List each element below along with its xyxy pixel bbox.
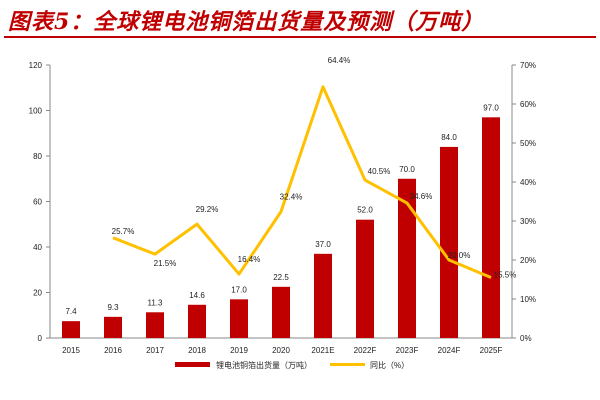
line-label: 15.5% [494,271,517,280]
x-tick-label: 2018 [188,346,206,355]
x-tick-label: 2019 [230,346,248,355]
left-tick-label: 0 [38,334,43,343]
line-label: 40.5% [368,167,391,176]
right-tick-label: 70% [520,61,536,70]
bar [314,253,332,338]
bar-label: 9.3 [107,303,119,312]
bar-label: 97.0 [483,103,499,112]
left-tick-label: 60 [33,198,42,207]
x-tick-label: 2016 [104,346,122,355]
bar [230,299,248,338]
right-tick-label: 30% [520,217,536,226]
right-tick-label: 50% [520,139,536,148]
bar [356,219,374,338]
bar-label: 37.0 [315,240,331,249]
line-label: 25.7% [112,227,135,236]
line-label: 21.5% [154,259,177,268]
line-label: 64.4% [328,56,351,65]
bar-label: 17.0 [231,285,247,294]
left-tick-label: 40 [33,243,42,252]
line-label: 16.4% [238,255,261,264]
bar-label: 11.3 [148,298,164,307]
line-label: 20.0% [448,251,471,260]
left-tick-label: 100 [29,107,43,116]
bar [482,117,500,338]
right-tick-label: 10% [520,295,536,304]
x-tick-label: 2015 [62,346,80,355]
title-underline [4,36,596,38]
line-label: 34.6% [410,192,433,201]
x-tick-label: 2022F [354,346,377,355]
right-tick-label: 20% [520,256,536,265]
bar-label: 70.0 [399,165,415,174]
right-tick-label: 40% [520,178,536,187]
x-tick-label: 2023F [396,346,419,355]
x-tick-label: 2024F [438,346,461,355]
x-tick-label: 2021E [311,346,334,355]
bar-label: 7.4 [65,307,77,316]
legend-bar-label: 锂电池铜箔出货量（万吨） [216,360,312,370]
legend-line-label: 同比（%） [370,360,409,370]
growth-line [112,85,492,279]
right-tick-label: 0% [520,334,532,343]
bar [62,321,80,338]
x-tick-label: 2025F [480,346,503,355]
right-tick-label: 60% [520,100,536,109]
line-label: 29.2% [196,205,219,214]
x-tick-label: 2020 [272,346,290,355]
x-tick-label: 2017 [146,346,164,355]
left-tick-label: 20 [33,289,42,298]
legend-bar-swatch [175,362,210,367]
bar [440,146,458,338]
bar [188,304,206,338]
bar [398,178,416,338]
bar-label: 14.6 [189,291,205,300]
bar [272,286,290,338]
bar-label: 52.0 [357,206,373,215]
bar-label: 84.0 [441,133,457,142]
line-label: 32.4% [280,193,303,202]
left-tick-label: 80 [33,152,42,161]
bar [146,312,164,338]
chart-title: 图表5：全球锂电池铜箔出货量及预测（万吨） [8,9,485,35]
bar [104,316,122,338]
bar-label: 22.5 [273,273,289,282]
left-tick-label: 120 [29,61,43,70]
